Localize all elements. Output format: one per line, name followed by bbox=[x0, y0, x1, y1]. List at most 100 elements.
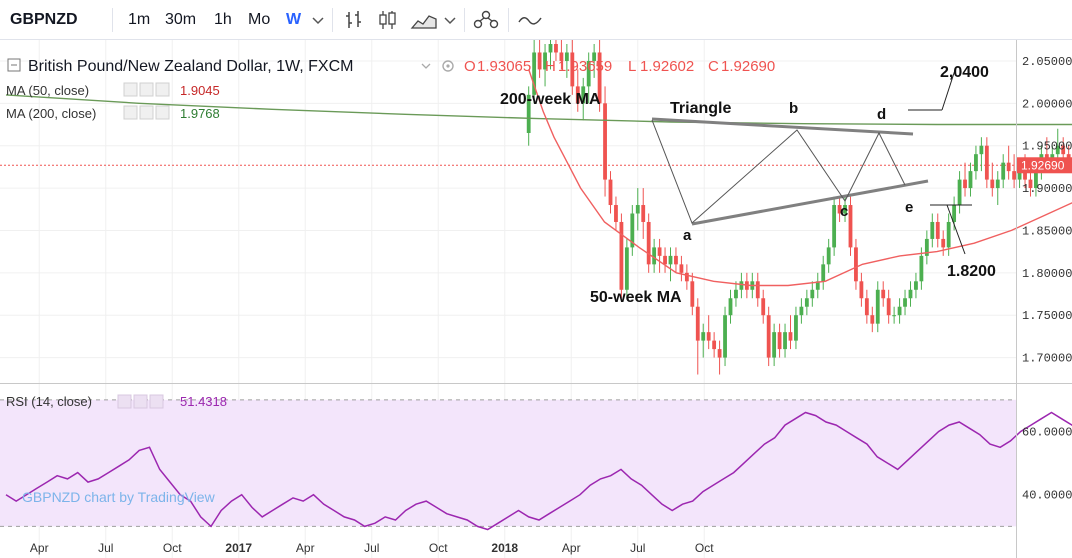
candle-body bbox=[668, 255, 673, 265]
rsi-tick-label: 40.0000 bbox=[1022, 489, 1072, 503]
candle-body bbox=[979, 145, 984, 155]
candle-body bbox=[1012, 171, 1017, 180]
interval-month[interactable]: Mo bbox=[248, 11, 271, 28]
interval-1h[interactable]: 1h bbox=[214, 11, 232, 28]
chart-canvas[interactable]: 200-week MA Triangle 50-week MA a b c d … bbox=[0, 40, 1072, 558]
candle-body bbox=[564, 52, 569, 61]
low-label: L bbox=[628, 58, 636, 75]
candle-body bbox=[892, 315, 897, 317]
rsi-pane: RSI (14, close) 51.4318 GBPNZD chart by … bbox=[0, 394, 1072, 531]
settings-icon[interactable] bbox=[442, 60, 454, 72]
candle-body bbox=[755, 281, 760, 299]
x-tick-label: Oct bbox=[429, 541, 448, 555]
rsi-band bbox=[0, 399, 1016, 527]
rsi-axis[interactable]: 60.0000 40.0000 bbox=[1022, 425, 1072, 502]
candle-body bbox=[897, 306, 902, 316]
candle-body bbox=[695, 306, 700, 341]
candle-body bbox=[1023, 171, 1027, 180]
chevron-down-icon[interactable] bbox=[442, 8, 458, 32]
target-up-leader bbox=[941, 69, 956, 111]
ma200-line bbox=[5, 94, 1072, 126]
wave-label-d: d bbox=[877, 106, 886, 123]
candle-body bbox=[1006, 162, 1011, 172]
last-price-text: 1.92690 bbox=[1021, 158, 1065, 172]
candle-body bbox=[554, 44, 558, 53]
candle-body bbox=[717, 349, 722, 358]
candle-body bbox=[712, 340, 717, 350]
candle-body bbox=[810, 289, 815, 299]
candle-body bbox=[543, 52, 547, 70]
compare-icon[interactable] bbox=[516, 8, 544, 32]
area-icon[interactable] bbox=[410, 8, 438, 32]
candle-body bbox=[941, 238, 946, 248]
candle-body bbox=[619, 221, 624, 290]
candle-body bbox=[984, 145, 989, 180]
bars-icon[interactable] bbox=[342, 8, 366, 32]
x-tick-label: Jul bbox=[364, 541, 379, 555]
chevron-down-icon[interactable] bbox=[310, 8, 326, 32]
candle-body bbox=[592, 52, 597, 61]
price-pane: 200-week MA Triangle 50-week MA a b c d … bbox=[0, 40, 1072, 558]
candle-body bbox=[532, 52, 537, 95]
y-tick-label: 1.80000 bbox=[1022, 267, 1072, 281]
candle-body bbox=[761, 298, 766, 316]
candle-body bbox=[963, 179, 967, 189]
candle-body bbox=[908, 289, 913, 299]
candle-body bbox=[690, 281, 695, 307]
wave-label-c: c bbox=[840, 203, 848, 220]
candle-body bbox=[815, 281, 820, 290]
candle-body bbox=[804, 298, 809, 307]
candle-body bbox=[526, 94, 531, 133]
candle-body bbox=[570, 52, 575, 87]
interval-30m[interactable]: 30m bbox=[165, 11, 197, 28]
candles-icon[interactable] bbox=[376, 8, 400, 32]
candle-body bbox=[1055, 145, 1060, 155]
x-tick-label: Apr bbox=[30, 541, 49, 555]
candle-body bbox=[641, 205, 646, 222]
ma200-legend-value: 1.9768 bbox=[180, 106, 220, 121]
candle-body bbox=[734, 289, 738, 299]
symbol-search[interactable]: GBPNZD bbox=[10, 11, 78, 28]
candle-body bbox=[930, 221, 935, 239]
candle-body bbox=[614, 205, 618, 222]
time-axis[interactable]: Apr Jul Oct 2017 Apr Jul Oct 2018 Apr Jul Oct bbox=[30, 541, 714, 555]
candle-body bbox=[794, 315, 798, 341]
candle-body bbox=[1061, 145, 1066, 155]
candle-body bbox=[597, 52, 602, 104]
candle-body bbox=[537, 52, 542, 70]
ma200-legend-controls[interactable] bbox=[123, 105, 170, 120]
candle-body bbox=[586, 60, 591, 87]
ohlc-values: O 1.93065 H 1.93659 L 1.92602 C 1.92690 bbox=[464, 58, 775, 75]
candle-body bbox=[952, 205, 957, 222]
y-tick-label: 1.85000 bbox=[1022, 224, 1072, 238]
close-value: 1.92690 bbox=[721, 58, 775, 75]
candle-body bbox=[854, 247, 858, 282]
price-axis[interactable]: 2.05000 2.00000 1.95000 1.90000 1.85000 1.800… bbox=[1022, 55, 1072, 366]
candle-body bbox=[924, 238, 929, 256]
ma50-legend-controls[interactable] bbox=[123, 82, 170, 97]
indicators-icon[interactable] bbox=[472, 8, 500, 32]
open-value: 1.93065 bbox=[477, 58, 531, 75]
rsi-legend-controls[interactable] bbox=[117, 394, 164, 409]
candle-body bbox=[679, 264, 684, 273]
toolbar-divider bbox=[508, 8, 509, 32]
y-tick-label: 1.70000 bbox=[1022, 352, 1072, 366]
x-tick-label: 2018 bbox=[491, 541, 518, 555]
wave-label-a: a bbox=[683, 227, 692, 244]
interval-1m[interactable]: 1m bbox=[128, 11, 151, 28]
candle-body bbox=[881, 289, 886, 299]
y-tick-label: 1.75000 bbox=[1022, 309, 1072, 323]
candle-body bbox=[968, 171, 973, 189]
last-price-label: 1.92690 bbox=[1017, 157, 1072, 174]
candle-body bbox=[652, 247, 657, 265]
toolbar-divider bbox=[464, 8, 465, 32]
candle-body bbox=[728, 298, 733, 316]
toolbar-divider bbox=[332, 8, 333, 32]
candle-body bbox=[957, 179, 962, 206]
ma200-legend-label: MA (200, close) bbox=[6, 106, 96, 121]
interval-week[interactable]: W bbox=[286, 11, 302, 28]
chevron-down-icon[interactable] bbox=[421, 63, 431, 69]
y-tick-label: 1.95000 bbox=[1022, 140, 1072, 154]
candle-body bbox=[783, 332, 787, 350]
candle-body bbox=[706, 332, 711, 341]
